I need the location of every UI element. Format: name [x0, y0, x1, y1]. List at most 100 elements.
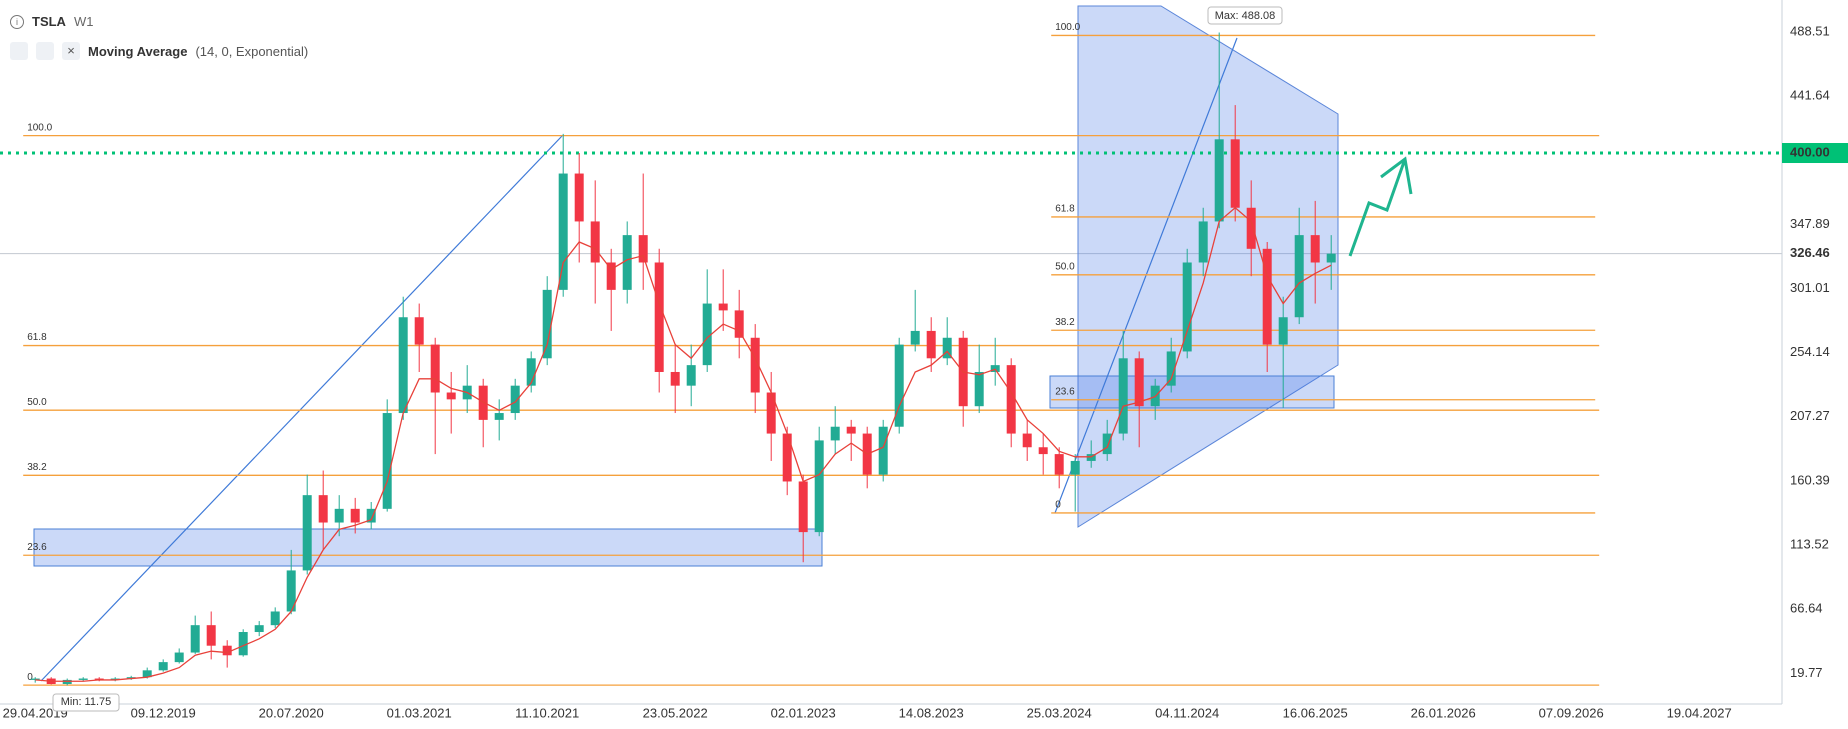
indicator-row: × Moving Average (14, 0, Exponential)	[10, 42, 308, 60]
candle-body	[606, 262, 616, 290]
candle-body	[30, 678, 40, 680]
x-tick-label: 11.10.2021	[515, 705, 579, 720]
support-zone	[33, 528, 823, 567]
candle-body	[686, 365, 696, 386]
moving-average	[35, 206, 1332, 682]
y-tick-label: 113.52	[1790, 537, 1829, 552]
fib-label: 50.0	[1055, 261, 1075, 272]
max-tag	[1207, 6, 1283, 25]
max-label: Max: 488.08	[1215, 10, 1276, 22]
info-icon[interactable]: i	[10, 14, 24, 29]
y-tick-label: 66.64	[1790, 601, 1823, 616]
candle-body	[366, 508, 376, 523]
candle-body	[894, 344, 904, 427]
candle-body	[638, 235, 648, 263]
candle-body	[286, 570, 296, 612]
candle-body	[1118, 358, 1128, 434]
y-tick-label: 19.77	[1790, 665, 1823, 680]
y-tick-label: 254.14	[1790, 344, 1830, 359]
fib-label: 100.0	[1055, 22, 1080, 33]
candle-body	[942, 337, 952, 359]
candle-body	[1326, 253, 1336, 263]
arrow-head	[1380, 156, 1413, 195]
y-tick-label: 207.27	[1790, 408, 1830, 423]
candle-body	[542, 289, 552, 359]
candle-body	[1230, 139, 1240, 208]
fib-label: 38.2	[1055, 317, 1075, 328]
candle-body	[62, 679, 72, 685]
candle-body	[398, 317, 408, 414]
x-tick-label: 07.09.2026	[1539, 705, 1604, 720]
fib-label: 61.8	[1055, 204, 1075, 215]
candle-body	[1038, 447, 1048, 455]
candle-body	[414, 317, 424, 345]
candle-body	[750, 337, 760, 393]
indicator-name: Moving Average	[88, 43, 188, 59]
x-tick-label: 04.11.2024	[1155, 705, 1219, 720]
fib-label: 61.8	[27, 332, 47, 343]
level-label: 400.00	[1790, 144, 1830, 159]
symbol: TSLA	[32, 14, 66, 29]
candle-body	[142, 670, 152, 678]
candle-body	[526, 358, 536, 386]
x-tick-label: 23.05.2022	[643, 705, 708, 720]
candle-body	[238, 632, 248, 656]
candle-body	[78, 678, 88, 680]
x-tick-label: 02.01.2023	[771, 705, 836, 720]
fib-label: 50.0	[27, 397, 47, 408]
candle-body	[1022, 433, 1032, 448]
candle-body	[318, 495, 328, 523]
visibility-button[interactable]	[10, 42, 28, 60]
min-tag	[52, 693, 120, 712]
candle-body	[430, 344, 440, 393]
symbol-row: i TSLA W1	[10, 14, 93, 29]
candle-body	[1134, 358, 1144, 407]
fib-label: 0	[27, 672, 33, 683]
x-tick-label: 20.07.2020	[259, 705, 324, 720]
candle-body	[1278, 317, 1288, 345]
candle-body	[1182, 262, 1192, 352]
candle-body	[590, 221, 600, 263]
candle-body	[670, 371, 680, 386]
candle-body	[766, 392, 776, 434]
candle-body	[510, 385, 520, 414]
candle-body	[702, 303, 712, 366]
candle-body	[94, 678, 104, 680]
candle-body	[1102, 433, 1112, 455]
x-tick-label: 16.06.2025	[1283, 705, 1348, 720]
support-zone	[1049, 375, 1335, 409]
candle-body	[654, 262, 664, 372]
settings-button[interactable]	[36, 42, 54, 60]
min-label: Min: 11.75	[61, 696, 112, 708]
candle-body	[1246, 207, 1256, 249]
candle-body	[878, 426, 888, 475]
x-tick-label: 25.03.2024	[1027, 705, 1092, 720]
candle-body	[1310, 235, 1320, 263]
candle-body	[798, 481, 808, 533]
candle-body	[734, 310, 744, 338]
y-tick-label: 347.89	[1790, 216, 1830, 231]
fib-label: 23.6	[1055, 386, 1075, 397]
candle-body	[222, 645, 232, 656]
candle-body	[254, 625, 264, 633]
x-tick-label: 09.12.2019	[131, 705, 196, 720]
candle-body	[1086, 454, 1096, 461]
candle-body	[1294, 235, 1304, 318]
candle-body	[1166, 351, 1176, 386]
candle-body	[302, 495, 312, 571]
fib-label: 0	[1055, 500, 1061, 511]
candle-body	[126, 677, 136, 679]
projection-arrow	[1348, 158, 1407, 257]
candle-body	[1006, 365, 1016, 434]
remove-button[interactable]: ×	[62, 42, 80, 60]
trend-line	[1054, 37, 1238, 514]
current-price-label: 326.46	[1790, 245, 1830, 260]
candle-body	[270, 611, 280, 626]
candle-body	[190, 625, 200, 653]
y-tick-label: 301.01	[1790, 280, 1830, 295]
candle-body	[1054, 454, 1064, 475]
x-tick-label: 29.04.2019	[3, 705, 68, 720]
x-tick-label: 19.04.2027	[1667, 705, 1732, 720]
candle-body	[574, 173, 584, 222]
